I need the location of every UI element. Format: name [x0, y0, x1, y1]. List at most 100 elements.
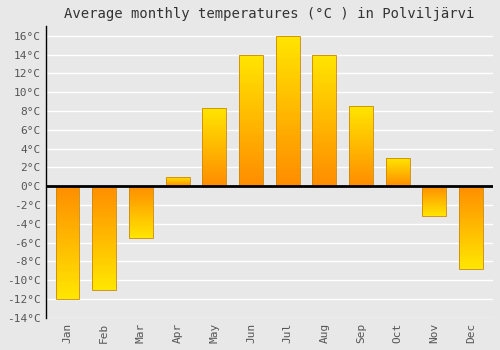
Bar	[276, 144, 299, 147]
Bar	[459, 251, 483, 252]
Bar	[276, 54, 299, 57]
Bar	[202, 164, 226, 166]
Bar	[276, 42, 299, 45]
Bar	[239, 118, 263, 120]
Bar	[239, 173, 263, 176]
Bar	[129, 196, 153, 197]
Bar	[276, 168, 299, 171]
Bar	[239, 123, 263, 126]
Bar	[349, 119, 373, 121]
Bar	[422, 193, 446, 194]
Bar	[129, 233, 153, 234]
Bar	[239, 134, 263, 136]
Bar	[312, 62, 336, 65]
Bar	[92, 219, 116, 222]
Bar	[422, 211, 446, 212]
Bar	[129, 197, 153, 198]
Bar	[312, 99, 336, 102]
Bar	[202, 118, 226, 119]
Bar	[92, 199, 116, 201]
Bar	[459, 249, 483, 251]
Bar	[92, 279, 116, 281]
Bar	[56, 195, 80, 197]
Bar	[276, 108, 299, 111]
Bar	[239, 57, 263, 60]
Bar	[202, 169, 226, 170]
Bar	[56, 240, 80, 243]
Bar	[386, 158, 409, 159]
Bar	[459, 267, 483, 269]
Bar	[422, 210, 446, 211]
Bar	[239, 65, 263, 68]
Bar	[129, 236, 153, 237]
Bar	[459, 254, 483, 256]
Bar	[386, 162, 409, 163]
Bar	[276, 114, 299, 117]
Bar	[92, 257, 116, 259]
Bar	[202, 180, 226, 182]
Bar	[56, 256, 80, 259]
Bar	[56, 254, 80, 256]
Bar	[422, 200, 446, 201]
Bar	[129, 204, 153, 205]
Bar	[202, 168, 226, 169]
Bar	[386, 174, 409, 175]
Bar	[349, 143, 373, 145]
Bar	[92, 275, 116, 277]
Bar	[459, 252, 483, 254]
Bar	[276, 39, 299, 42]
Bar	[276, 177, 299, 180]
Bar	[56, 286, 80, 288]
Bar	[92, 284, 116, 286]
Bar	[239, 84, 263, 86]
Bar	[129, 187, 153, 188]
Bar	[239, 102, 263, 105]
Bar	[129, 213, 153, 214]
Bar	[459, 224, 483, 226]
Bar	[312, 60, 336, 62]
Bar	[239, 126, 263, 128]
Bar	[386, 170, 409, 171]
Bar	[92, 238, 116, 240]
Bar	[276, 171, 299, 174]
Bar	[276, 132, 299, 135]
Bar	[459, 216, 483, 218]
Bar	[129, 232, 153, 233]
Bar	[312, 70, 336, 73]
Bar	[459, 223, 483, 224]
Bar	[92, 259, 116, 261]
Bar	[239, 115, 263, 118]
Bar	[422, 189, 446, 190]
Bar	[92, 215, 116, 217]
Bar	[56, 202, 80, 204]
Bar	[56, 292, 80, 295]
Bar	[349, 125, 373, 127]
Bar	[312, 120, 336, 123]
Bar	[276, 36, 299, 186]
Bar	[386, 165, 409, 166]
Bar	[386, 179, 409, 180]
Bar	[92, 232, 116, 234]
Bar	[92, 250, 116, 252]
Bar	[92, 230, 116, 232]
Bar	[239, 70, 263, 73]
Bar	[312, 76, 336, 78]
Bar	[202, 111, 226, 113]
Bar	[386, 159, 409, 160]
Bar	[92, 222, 116, 224]
Bar	[129, 225, 153, 226]
Bar	[202, 155, 226, 156]
Bar	[129, 191, 153, 193]
Bar	[349, 177, 373, 178]
Bar	[92, 188, 116, 190]
Bar	[422, 208, 446, 209]
Bar	[276, 138, 299, 141]
Bar	[92, 234, 116, 236]
Bar	[459, 266, 483, 267]
Bar	[312, 168, 336, 170]
Bar	[92, 228, 116, 230]
Bar	[202, 163, 226, 164]
Bar	[202, 119, 226, 121]
Bar	[92, 224, 116, 225]
Bar	[349, 122, 373, 124]
